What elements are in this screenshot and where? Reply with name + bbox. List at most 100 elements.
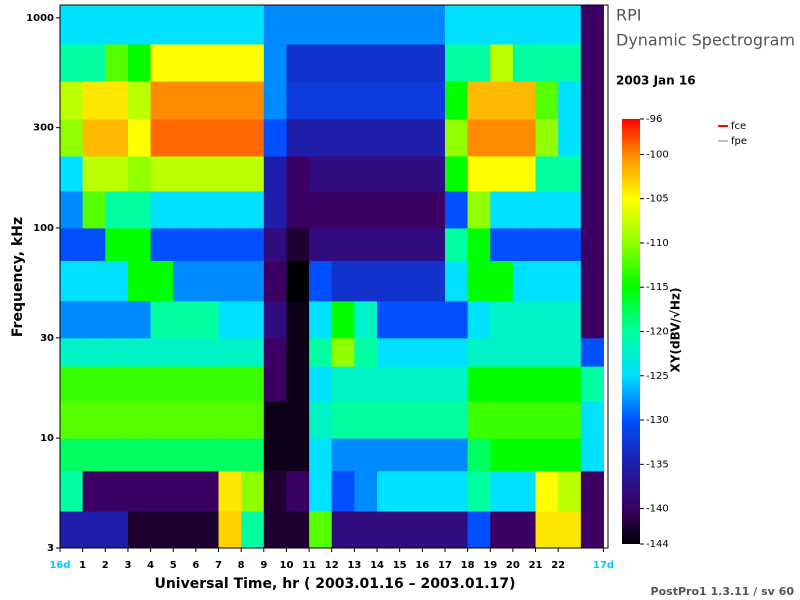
heatmap-cell [580, 81, 604, 120]
colorbar-tick-label: -115 [646, 282, 669, 293]
heatmap-cell [467, 260, 491, 302]
heatmap-cell [105, 5, 129, 45]
heatmap-cell [82, 337, 106, 367]
heatmap-cell [105, 366, 129, 402]
heatmap-cell [263, 337, 287, 367]
heatmap-cell [535, 510, 559, 549]
heatmap-cell [60, 470, 84, 512]
heatmap-cell [241, 401, 265, 439]
heatmap-cell [535, 155, 559, 192]
heatmap-cell [218, 401, 242, 439]
y-tick-label: 300 [33, 123, 54, 134]
heatmap-cell [195, 260, 220, 302]
heatmap-cell [377, 44, 401, 82]
heatmap-cell [558, 190, 582, 229]
heatmap-cell [399, 118, 423, 157]
heatmap-cell [558, 401, 582, 439]
heatmap-cell [195, 438, 220, 472]
heatmap-cell [399, 260, 423, 302]
heatmap-cell [60, 190, 84, 229]
heatmap-cell [422, 227, 446, 261]
x-tick-label: 19 [483, 560, 497, 571]
x-axis-label: Universal Time, hr ( 2003.01.16 – 2003.0… [154, 576, 515, 592]
heatmap-cell [535, 190, 559, 229]
heatmap-cell [580, 401, 604, 439]
heatmap-cell [399, 44, 423, 82]
heatmap-cell [377, 5, 401, 45]
heatmap-cell [331, 438, 355, 472]
colorbar-tick-label: -130 [646, 415, 669, 426]
heatmap-cell [82, 260, 106, 302]
heatmap-cell [535, 366, 559, 402]
heatmap-cell [580, 510, 604, 549]
heatmap-cell [535, 438, 559, 472]
heatmap-cell [535, 470, 559, 512]
heatmap-cell [490, 470, 514, 512]
heatmap-cell [399, 401, 423, 439]
heatmap-cell [377, 227, 401, 261]
x-tick-label: 2 [102, 560, 109, 571]
heatmap-cell [82, 227, 106, 261]
x-tick-label: 17d [593, 560, 614, 571]
heatmap-cell [105, 300, 129, 339]
heatmap-cell [399, 366, 423, 402]
heatmap-cell [127, 118, 152, 157]
heatmap-cell [309, 81, 333, 120]
heatmap-cell [399, 470, 423, 512]
heatmap-cell [558, 337, 582, 367]
heatmap-cell [150, 5, 174, 45]
heatmap-cell [580, 366, 604, 402]
colorbar-tick-label: -144 [646, 539, 669, 550]
heatmap-cell [354, 260, 378, 302]
heatmap-cell [467, 5, 491, 45]
heatmap-cell [127, 155, 152, 192]
heatmap-cell [331, 337, 355, 367]
heatmap-cell [444, 190, 469, 229]
heatmap-cell [286, 260, 310, 302]
heatmap-cell [309, 438, 333, 472]
heatmap-cell [512, 510, 537, 549]
heatmap-cell [150, 470, 174, 512]
heatmap-cell [105, 438, 129, 472]
heatmap-cell [195, 81, 220, 120]
heatmap-cell [82, 190, 106, 229]
heatmap-cell [422, 470, 446, 512]
heatmap-cell [150, 227, 174, 261]
heatmap-cell [127, 260, 152, 302]
heatmap-cell [558, 366, 582, 402]
heatmap-cell [150, 366, 174, 402]
colorbar-tick-label: -100 [646, 149, 669, 160]
heatmap-cell [241, 5, 265, 45]
heatmap-cell [512, 438, 537, 472]
heatmap-cell [354, 401, 378, 439]
heatmap-cell [444, 470, 469, 512]
heatmap-cell [127, 337, 152, 367]
heatmap-cell [286, 470, 310, 512]
heatmap-cell [331, 366, 355, 402]
x-tick-label: 4 [147, 560, 154, 571]
heatmap-cell [150, 81, 174, 120]
heatmap-cell [218, 44, 242, 82]
heatmap-cell [173, 470, 197, 512]
heatmap-cell [127, 44, 152, 82]
heatmap-cell [490, 366, 514, 402]
heatmap-cell [535, 260, 559, 302]
heatmap-cell [490, 44, 514, 82]
heatmap-cell [331, 5, 355, 45]
colorbar [622, 119, 640, 544]
y-tick-label: 3 [47, 543, 54, 554]
heatmap-cell [399, 190, 423, 229]
heatmap-cell [490, 227, 514, 261]
heatmap-cell [467, 227, 491, 261]
heatmap-cell [354, 118, 378, 157]
heatmap-cell [195, 401, 220, 439]
heatmap-cell [331, 190, 355, 229]
heatmap-cell [60, 155, 84, 192]
heatmap-cell [195, 300, 220, 339]
x-tick-label: 17 [438, 560, 452, 571]
heatmap-cell [241, 227, 265, 261]
heatmap-cell [422, 366, 446, 402]
heatmap-cell [82, 401, 106, 439]
heatmap-cell [490, 300, 514, 339]
heatmap-cell [422, 401, 446, 439]
